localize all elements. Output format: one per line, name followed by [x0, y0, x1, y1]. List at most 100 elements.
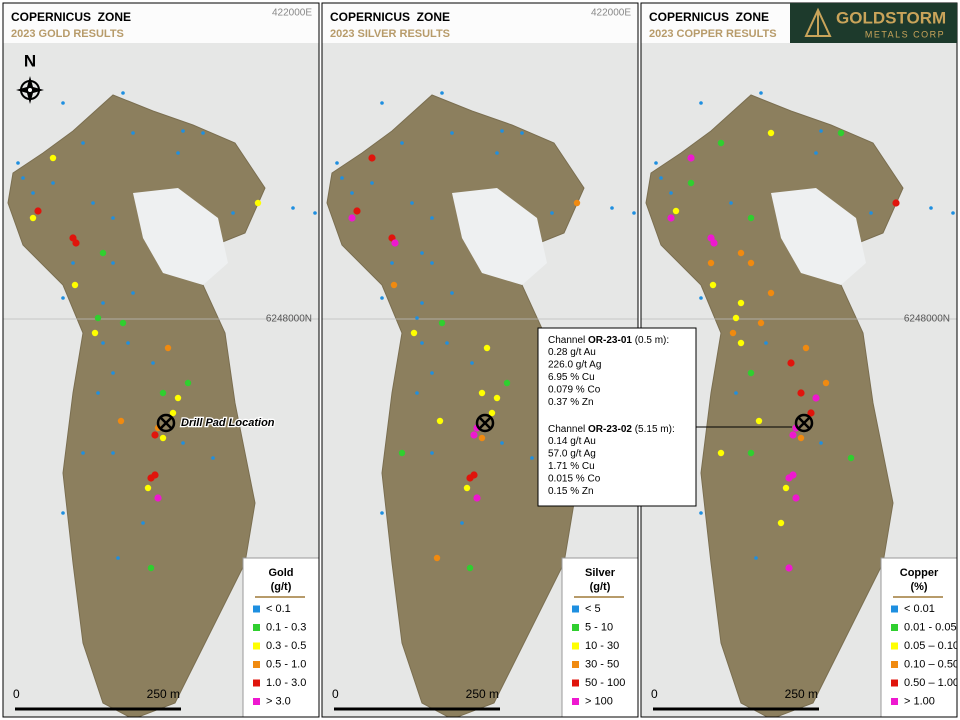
sample-point: [101, 341, 105, 345]
sample-point: [667, 214, 675, 222]
callout-assay: 0.015 % Co: [548, 474, 601, 485]
legend-label: 0.5 - 1.0: [266, 658, 306, 670]
sample-point: [430, 261, 434, 265]
sample-point: [500, 129, 504, 133]
sample-point: [463, 484, 471, 492]
sample-point: [669, 191, 673, 195]
sample-point: [420, 301, 424, 305]
panel-title: COPERNICUS ZONE: [11, 10, 131, 24]
legend-label: 0.50 – 1.00: [904, 677, 959, 689]
sample-point: [254, 199, 262, 207]
sample-point: [391, 239, 399, 247]
sample-point: [672, 207, 680, 215]
sample-point: [350, 191, 354, 195]
sample-point: [699, 511, 703, 515]
sample-point: [951, 211, 955, 215]
sample-point: [201, 131, 205, 135]
sample-point: [747, 369, 755, 377]
sample-point: [131, 131, 135, 135]
panel-subtitle: 2023 GOLD RESULTS: [11, 28, 124, 40]
legend-label: 0.10 – 0.50: [904, 658, 959, 670]
sample-point: [782, 484, 790, 492]
legend-title: Silver: [585, 567, 616, 579]
sample-point: [400, 141, 404, 145]
sample-point: [380, 101, 384, 105]
logo-tagline: METALS CORP: [865, 29, 945, 39]
legend-box: [242, 557, 319, 717]
sample-point: [380, 296, 384, 300]
legend-swatch: [891, 661, 898, 668]
sample-point: [91, 329, 99, 337]
sample-point: [483, 344, 491, 352]
sample-point: [176, 151, 180, 155]
sample-point: [433, 554, 441, 562]
sample-point: [31, 191, 35, 195]
legend-label: 0.1 - 0.3: [266, 621, 306, 633]
legend-swatch: [572, 698, 579, 705]
sample-point: [550, 211, 554, 215]
sample-point: [734, 391, 738, 395]
sample-point: [410, 201, 414, 205]
sample-point: [398, 449, 406, 457]
sample-point: [747, 214, 755, 222]
legend-label: < 0.1: [266, 603, 291, 615]
sample-point: [430, 216, 434, 220]
sample-point: [415, 316, 419, 320]
sample-point: [737, 249, 745, 257]
panel-subtitle: 2023 COPPER RESULTS: [649, 28, 777, 40]
legend-label: 1.0 - 3.0: [266, 677, 306, 689]
sample-point: [117, 417, 125, 425]
legend-box: [880, 557, 957, 717]
sample-point: [732, 314, 740, 322]
sample-point: [503, 379, 511, 387]
sample-point: [111, 216, 115, 220]
callout-interval: (0.5 m):: [632, 335, 669, 346]
sample-point: [729, 201, 733, 205]
sample-point: [81, 141, 85, 145]
sample-point: [420, 251, 424, 255]
sample-point: [687, 154, 695, 162]
sample-point: [757, 319, 765, 327]
callout-heading: Channel OR-23-01 (0.5 m):: [548, 335, 669, 346]
legend-label: 0.05 – 0.10: [904, 640, 959, 652]
sample-point: [812, 394, 820, 402]
sample-point: [737, 299, 745, 307]
legend-label: > 1.00: [904, 695, 935, 707]
title-box: [3, 3, 319, 43]
sample-point: [353, 207, 361, 215]
sample-point: [470, 471, 478, 479]
legend-label: 5 - 10: [585, 621, 613, 633]
sample-point: [707, 259, 715, 267]
sample-point: [313, 211, 317, 215]
sample-point: [470, 361, 474, 365]
callout-assay: 226.0 g/t Ag: [548, 360, 601, 371]
sample-point: [478, 434, 486, 442]
sample-point: [473, 494, 481, 502]
sample-point: [291, 206, 295, 210]
legend-swatch: [572, 624, 579, 631]
sample-point: [415, 391, 419, 395]
legend-swatch: [253, 661, 260, 668]
sample-point: [495, 151, 499, 155]
legend-swatch: [253, 624, 260, 631]
sample-point: [116, 556, 120, 560]
sample-point: [837, 129, 845, 137]
legend-box: [561, 557, 638, 717]
drill-pad: [475, 413, 495, 433]
sample-point: [777, 519, 785, 527]
sample-point: [119, 319, 127, 327]
sample-point: [814, 151, 818, 155]
title-box: [322, 3, 638, 43]
sample-point: [96, 391, 100, 395]
callout-interval: (5.15 m):: [632, 424, 675, 435]
map-panel: COPERNICUS ZONE 2023 GOLD RESULTS 422000E 6…: [3, 3, 319, 717]
sample-point: [126, 341, 130, 345]
sample-point: [430, 451, 434, 455]
legend-label: > 3.0: [266, 695, 291, 707]
sample-point: [929, 206, 933, 210]
callout-prefix: Channel: [548, 424, 588, 435]
sample-point: [169, 409, 177, 417]
legend-title: Gold: [268, 567, 293, 579]
sample-point: [737, 339, 745, 347]
scale-start: 0: [651, 687, 658, 701]
